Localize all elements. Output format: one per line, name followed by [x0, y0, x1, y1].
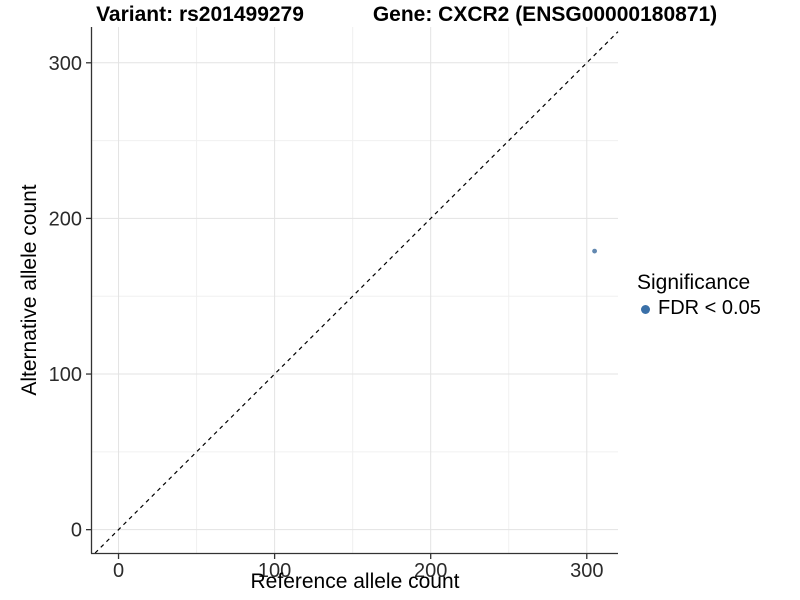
y-tick-label: 300	[49, 53, 82, 75]
y-axis-title: Alternative allele count	[18, 184, 41, 396]
x-tick-label: 0	[113, 560, 124, 582]
x-axis-title: Reference allele count	[250, 570, 460, 593]
y-tick-label: 0	[71, 520, 82, 542]
data-point	[592, 248, 597, 254]
plot-title-gene: Gene: CXCR2 (ENSG00000180871)	[372, 3, 718, 26]
x-tick-label: 300	[570, 560, 603, 582]
legend-entry-label: FDR < 0.05	[658, 297, 761, 319]
plot-title-variant: Variant: rs201499279	[96, 3, 304, 26]
y-tick-label: 200	[49, 208, 82, 230]
legend-title: Significance	[637, 271, 751, 294]
legend: Significance FDR < 0.05	[637, 271, 761, 320]
legend-point-icon	[641, 305, 650, 314]
x-tick-label: 100	[258, 560, 291, 582]
legend-entry: FDR < 0.05	[637, 297, 761, 320]
y-tick-label: 100	[49, 364, 82, 386]
x-tick-label: 200	[414, 560, 447, 582]
identity-line	[94, 31, 619, 554]
